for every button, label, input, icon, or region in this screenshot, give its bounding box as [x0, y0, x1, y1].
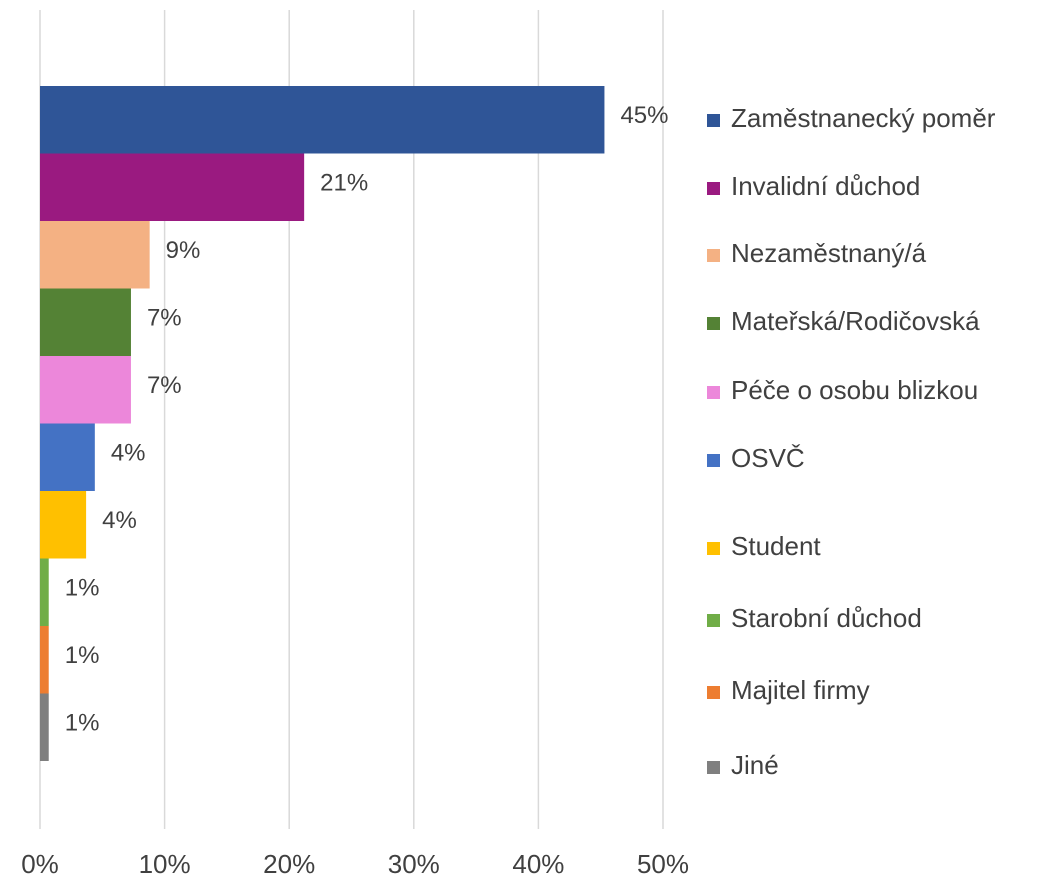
x-tick-label: 10% — [139, 849, 191, 879]
legend-swatch — [707, 614, 720, 627]
data-label: 4% — [111, 440, 146, 467]
data-label: 9% — [166, 237, 201, 264]
bar — [40, 288, 131, 356]
legend-swatch — [707, 114, 720, 127]
data-label: 7% — [147, 372, 182, 399]
legend-swatch — [707, 249, 720, 262]
legend-label: Starobní důchod — [731, 603, 922, 633]
x-tick-label: 20% — [263, 849, 315, 879]
data-label: 1% — [65, 575, 100, 602]
bar — [40, 491, 87, 559]
legend-swatch — [707, 317, 720, 330]
x-tick-label: 40% — [512, 849, 564, 879]
data-label: 1% — [65, 642, 100, 669]
bar — [40, 221, 150, 289]
x-tick-label: 30% — [388, 849, 440, 879]
legend-swatch — [707, 386, 720, 399]
legend-swatch — [707, 761, 720, 774]
data-label: 4% — [102, 507, 137, 534]
bar — [40, 153, 305, 221]
bar — [40, 693, 49, 761]
legend-label: Péče o osobu blizkou — [731, 375, 978, 405]
data-label: 21% — [320, 170, 368, 197]
legend-label: Nezaměstnaný/á — [731, 238, 927, 268]
legend-swatch — [707, 182, 720, 195]
data-label: 7% — [147, 305, 182, 332]
legend-label: Majitel firmy — [731, 675, 870, 705]
legend-label: Invalidní důchod — [731, 171, 920, 201]
legend-label: OSVČ — [731, 443, 805, 473]
legend-label: Mateřská/Rodičovská — [731, 306, 980, 336]
x-tick-label: 50% — [637, 849, 689, 879]
bar — [40, 558, 49, 626]
bar — [40, 626, 49, 694]
x-tick-label: 0% — [21, 849, 59, 879]
legend-label: Jiné — [731, 750, 779, 780]
legend-label: Zaměstnanecký poměr — [731, 103, 996, 133]
legend-swatch — [707, 686, 720, 699]
bar — [40, 86, 605, 154]
legend-label: Student — [731, 531, 821, 561]
legend-swatch — [707, 454, 720, 467]
bar — [40, 423, 95, 491]
data-label: 1% — [65, 710, 100, 737]
bar — [40, 356, 131, 424]
data-label: 45% — [620, 102, 668, 129]
legend-swatch — [707, 542, 720, 555]
